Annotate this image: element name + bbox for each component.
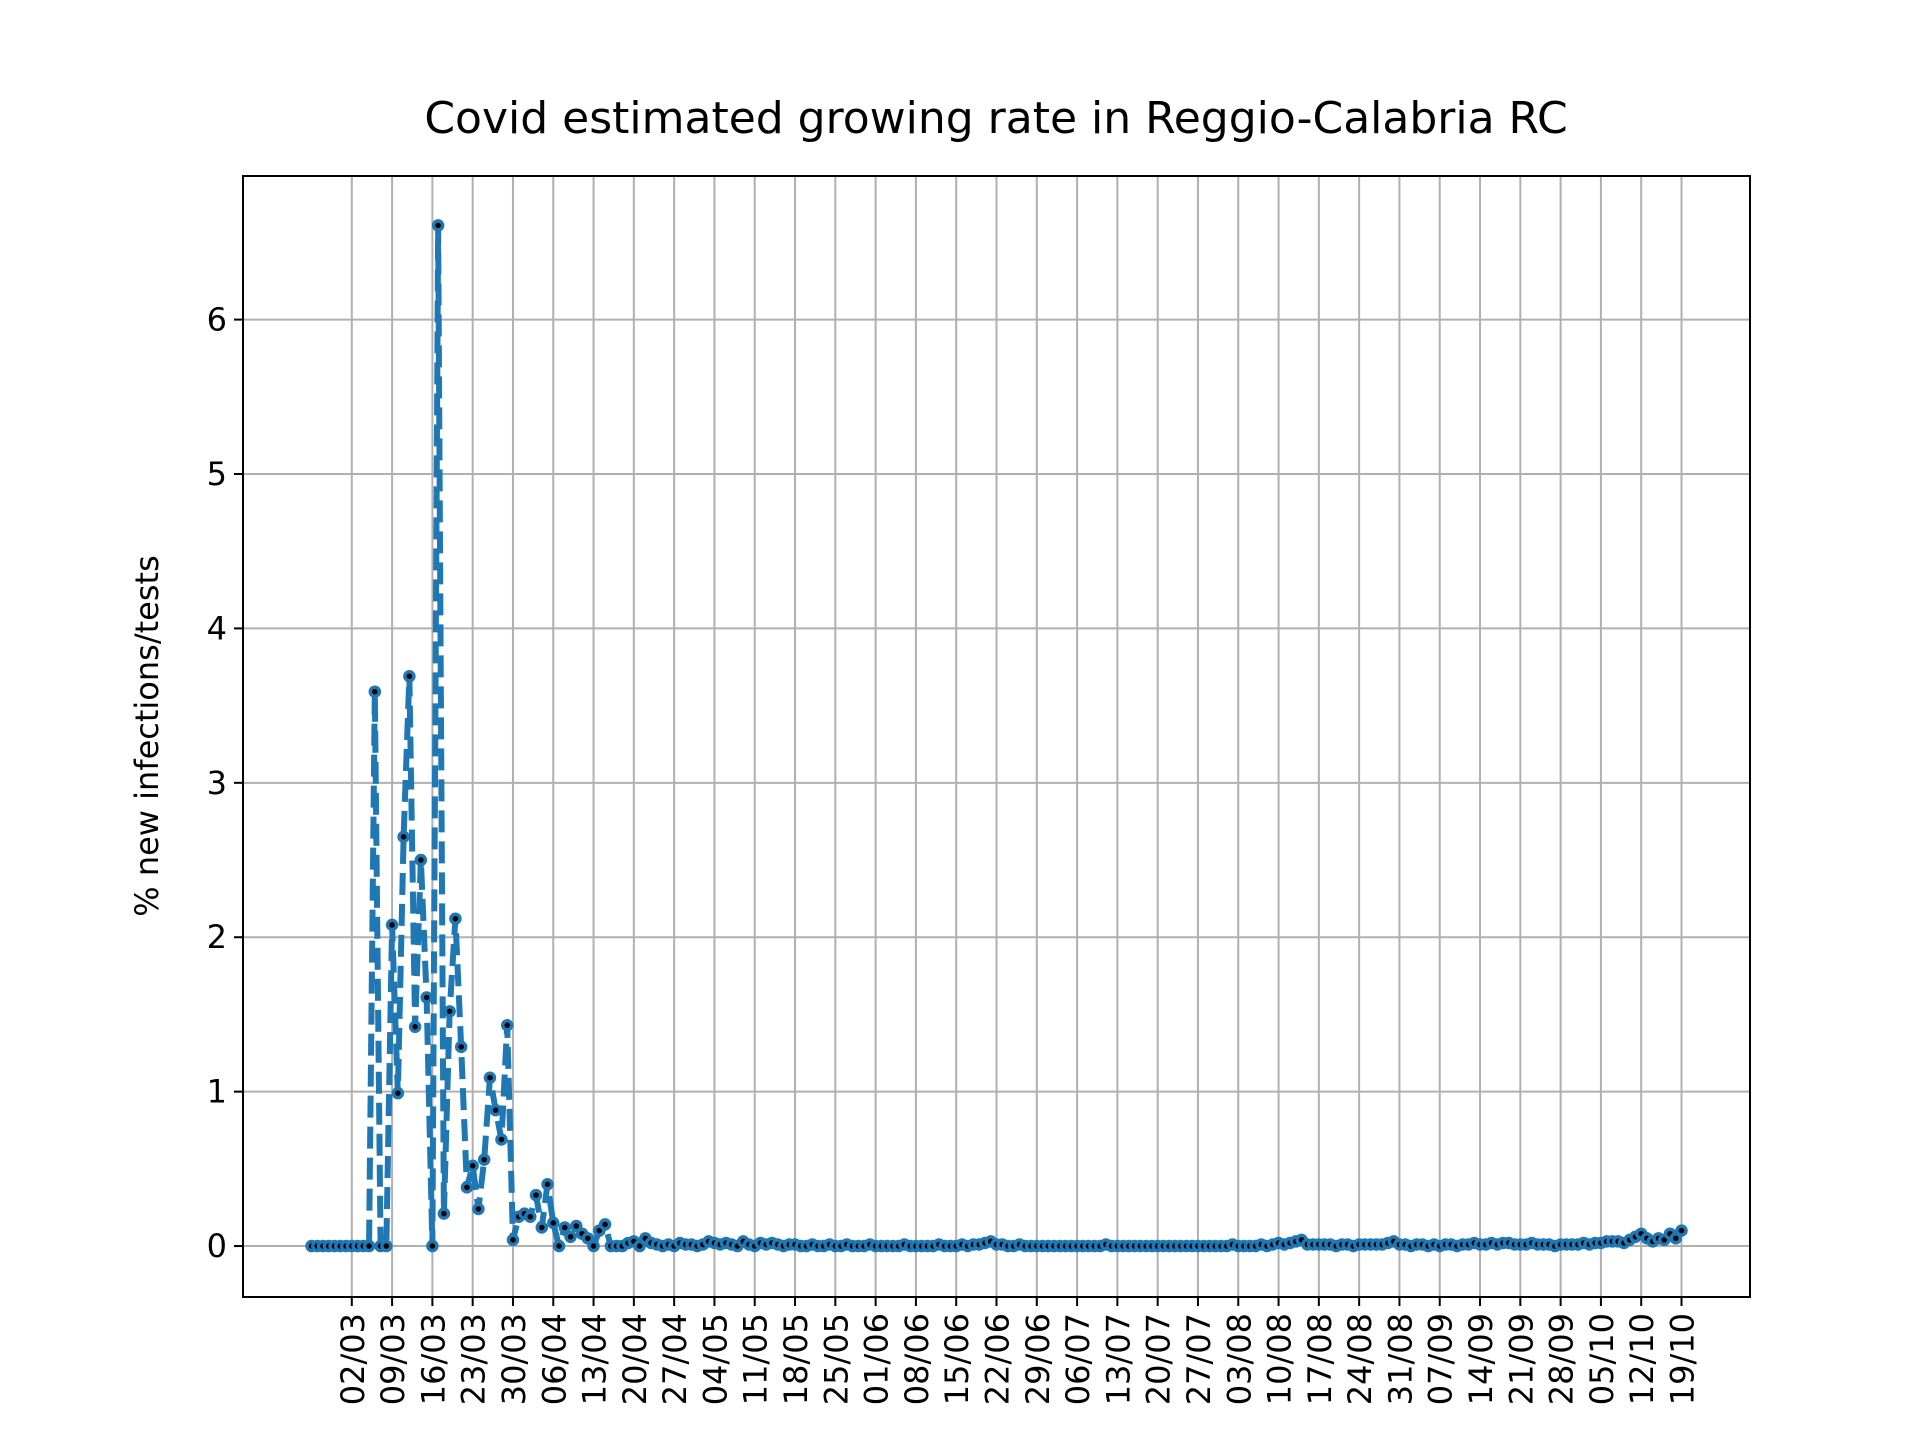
- x-tick-label: 31/08: [1381, 1313, 1419, 1405]
- data-point: [633, 1239, 646, 1253]
- y-tick-label: 4: [207, 609, 227, 647]
- data-point: [598, 1218, 612, 1231]
- x-tick-label: 17/08: [1301, 1313, 1339, 1405]
- data-point: [1675, 1224, 1688, 1237]
- data-point: [558, 1221, 572, 1234]
- data-point: [495, 1133, 508, 1146]
- x-tick-label: 13/07: [1099, 1313, 1137, 1405]
- y-tick-label: 3: [207, 764, 227, 802]
- data-point: [541, 1178, 554, 1191]
- data-point: [362, 1239, 376, 1253]
- data-point: [547, 1216, 560, 1230]
- data-point: [454, 1040, 468, 1054]
- x-tick-label: 14/09: [1462, 1313, 1500, 1405]
- data-point: [500, 1018, 514, 1032]
- x-tick-label: 03/08: [1220, 1313, 1258, 1405]
- data-point: [489, 1103, 502, 1117]
- x-tick-label: 20/04: [616, 1313, 654, 1405]
- data-point: [483, 1071, 497, 1084]
- x-tick-label: 15/06: [938, 1313, 976, 1405]
- y-tick-label: 6: [207, 301, 227, 339]
- x-tick-label: 25/05: [817, 1313, 855, 1405]
- data-point: [570, 1219, 583, 1233]
- data-point: [431, 219, 445, 232]
- x-tick-label: 01/06: [858, 1313, 896, 1405]
- data-point: [472, 1202, 485, 1216]
- data-point: [581, 1232, 595, 1245]
- data-point: [420, 991, 433, 1004]
- data-point: [380, 1239, 393, 1253]
- data-point: [506, 1233, 520, 1247]
- x-tick-label: 10/08: [1261, 1313, 1299, 1405]
- x-tick-label: 09/03: [374, 1313, 412, 1405]
- x-tick-label: 19/10: [1664, 1313, 1702, 1405]
- data-point: [552, 1239, 566, 1253]
- data-point: [460, 1181, 474, 1194]
- data-point: [397, 830, 410, 844]
- x-tick-label: 05/10: [1583, 1313, 1621, 1405]
- x-tick-label: 12/10: [1623, 1313, 1661, 1405]
- x-tick-label: 16/03: [414, 1313, 452, 1405]
- x-tick-label: 28/09: [1543, 1313, 1581, 1405]
- data-point: [529, 1188, 543, 1202]
- x-tick-label: 20/07: [1140, 1313, 1178, 1405]
- data-point: [391, 1086, 405, 1100]
- x-tick-label: 27/07: [1180, 1313, 1218, 1405]
- x-tick-label: 11/05: [737, 1313, 775, 1405]
- x-tick-label: 06/07: [1059, 1313, 1097, 1405]
- x-tick-label: 27/04: [656, 1313, 694, 1405]
- data-point: [449, 912, 462, 925]
- data-point: [385, 918, 399, 932]
- data-point: [403, 670, 416, 683]
- data-point: [443, 1005, 456, 1018]
- x-tick-label: 24/08: [1341, 1313, 1379, 1405]
- x-tick-label: 30/03: [495, 1313, 533, 1405]
- data-point: [368, 685, 382, 698]
- x-tick-label: 13/04: [576, 1313, 614, 1405]
- data-point: [523, 1210, 537, 1223]
- y-tick-label: 2: [207, 918, 227, 956]
- data-point: [414, 853, 428, 867]
- x-tick-label: 07/09: [1422, 1313, 1460, 1405]
- data-point: [564, 1230, 577, 1244]
- data-point: [408, 1020, 422, 1034]
- data-point: [477, 1153, 491, 1166]
- x-tick-label: 21/09: [1502, 1313, 1540, 1405]
- plot-frame: [242, 175, 1751, 1298]
- grid: [243, 176, 1750, 1297]
- x-tick-label: 02/03: [334, 1313, 372, 1405]
- y-tick-label: 1: [207, 1073, 227, 1111]
- x-tick-label: 29/06: [1019, 1313, 1057, 1405]
- data-point: [466, 1159, 479, 1173]
- data-point: [1669, 1232, 1682, 1245]
- y-tick-label: 5: [207, 455, 227, 493]
- y-tick-label: 0: [207, 1227, 227, 1265]
- data-point: [426, 1239, 439, 1253]
- y-axis-label: % new infections/tests: [128, 555, 166, 916]
- x-tick-label: 23/03: [455, 1313, 493, 1405]
- data-point: [587, 1239, 600, 1253]
- data-point: [535, 1221, 549, 1234]
- data-point: [437, 1207, 451, 1220]
- x-tick-label: 08/06: [898, 1313, 936, 1405]
- x-tick-label: 04/05: [696, 1313, 734, 1405]
- x-tick-label: 22/06: [979, 1313, 1017, 1405]
- chart-title: Covid estimated growing rate in Reggio-C…: [424, 93, 1567, 144]
- x-tick-label: 18/05: [777, 1313, 815, 1405]
- x-tick-label: 06/04: [535, 1313, 573, 1405]
